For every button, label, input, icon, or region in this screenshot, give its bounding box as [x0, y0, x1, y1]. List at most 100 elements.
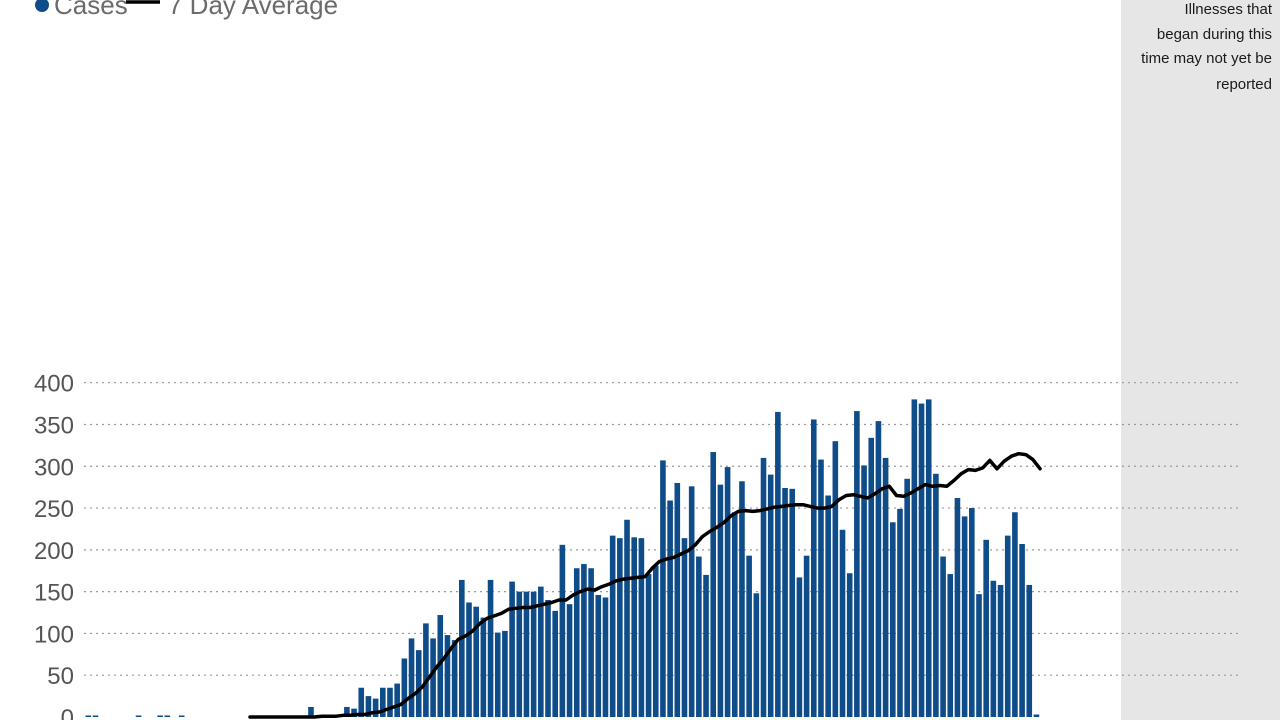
case-bar-94: [753, 593, 760, 717]
y-tick-label-300: 300: [34, 454, 74, 481]
case-bar-99: [789, 488, 796, 717]
y-tick-label-200: 200: [34, 538, 74, 565]
case-bar-91: [731, 512, 738, 717]
case-bar-125: [976, 594, 982, 717]
case-bar-73: [602, 597, 609, 717]
case-bar-64: [538, 586, 544, 717]
case-bar-102: [810, 419, 817, 717]
case-bar-103: [818, 459, 824, 717]
case-bar-72: [595, 594, 602, 717]
case-bar-96: [767, 474, 774, 717]
case-bar-97: [775, 411, 781, 717]
case-bar-2: [92, 715, 99, 717]
case-bar-90: [724, 467, 731, 717]
case-bar-116: [911, 399, 918, 717]
case-bar-101: [803, 555, 810, 717]
case-bar-84: [681, 538, 688, 717]
case-bar-47: [415, 650, 422, 717]
case-bar-92: [739, 481, 745, 717]
case-bar-76: [624, 519, 630, 717]
case-bar-77: [631, 537, 638, 717]
case-bar-123: [961, 516, 968, 717]
case-bar-66: [552, 610, 558, 717]
case-bar-63: [530, 591, 537, 717]
case-bar-109: [861, 465, 867, 717]
case-bar-40: [365, 696, 372, 717]
legend-average-label: 7 Day Average: [168, 0, 338, 20]
case-bar-62: [523, 591, 530, 717]
case-bar-45: [401, 658, 408, 717]
case-bar-124: [969, 508, 975, 717]
case-bar-112: [882, 457, 889, 717]
reporting-delay-note: Illnesses that began during this time ma…: [1141, 1, 1273, 93]
case-bar-44: [394, 683, 400, 717]
case-bar-39: [358, 687, 365, 717]
case-bar-95: [760, 457, 767, 717]
case-bar-89: [717, 484, 724, 717]
case-bar-69: [573, 568, 580, 717]
case-bar-43: [387, 687, 393, 717]
case-bar-88: [710, 452, 717, 717]
case-bar-70: [581, 564, 587, 717]
incomplete-reporting-shade: [1121, 0, 1280, 720]
y-tick-label-150: 150: [34, 580, 74, 607]
y-tick-label-50: 50: [47, 663, 74, 690]
case-bar-52: [451, 640, 458, 717]
case-bar-82: [667, 500, 673, 717]
case-bar-121: [947, 574, 954, 717]
case-bar-130: [1012, 512, 1018, 717]
case-bar-79: [645, 574, 652, 717]
case-bar-128: [997, 584, 1004, 717]
case-bar-71: [588, 568, 594, 717]
legend-cases-marker: [35, 0, 49, 12]
case-bar-114: [897, 508, 903, 717]
case-bar-132: [1026, 584, 1033, 717]
case-bar-131: [1019, 543, 1025, 717]
case-bar-1: [85, 715, 92, 717]
case-bar-113: [889, 522, 896, 717]
y-tick-label-400: 400: [34, 371, 74, 398]
case-bar-87: [703, 574, 709, 717]
case-bar-60: [509, 581, 515, 717]
case-bar-110: [868, 437, 875, 717]
case-bar-133: [1033, 714, 1040, 717]
case-bar-108: [854, 411, 860, 717]
case-bar-129: [1004, 535, 1011, 717]
case-bar-100: [796, 577, 803, 717]
y-tick-label-0: 0: [61, 705, 74, 720]
case-bar-93: [746, 555, 752, 717]
case-bar-68: [566, 604, 573, 717]
case-bar-54: [466, 602, 472, 717]
case-bar-42: [380, 687, 386, 717]
case-bar-41: [372, 698, 379, 717]
case-bar-58: [494, 632, 501, 717]
legend-cases-label: Cases: [54, 0, 128, 20]
case-bar-106: [839, 529, 846, 717]
case-bar-48: [423, 623, 429, 717]
case-bar-119: [933, 473, 939, 717]
case-bar-74: [609, 535, 616, 717]
y-tick-label-350: 350: [34, 412, 74, 439]
seven-day-average-line: [248, 451, 1042, 719]
case-bar-81: [660, 460, 666, 717]
y-tick-label-250: 250: [34, 496, 74, 523]
case-bar-56: [480, 617, 487, 717]
legend: Cases 7 Day Average: [35, 0, 338, 20]
case-bar-14: [178, 715, 185, 717]
case-bar-115: [904, 478, 910, 717]
case-bar-12: [164, 715, 171, 717]
case-bar-105: [832, 441, 839, 717]
case-bar-127: [990, 580, 997, 717]
case-bar-65: [545, 599, 551, 717]
note-line-1: Illnesses that: [1184, 1, 1272, 18]
note-line-4: reported: [1216, 76, 1272, 93]
case-bar-67: [559, 544, 566, 717]
case-bar-50: [437, 615, 444, 717]
case-bar-32: [308, 706, 314, 717]
case-bar-126: [983, 539, 989, 717]
y-tick-label-100: 100: [34, 621, 74, 648]
case-bar-117: [918, 403, 925, 717]
case-bar-120: [940, 556, 946, 717]
case-bar-118: [925, 399, 932, 717]
